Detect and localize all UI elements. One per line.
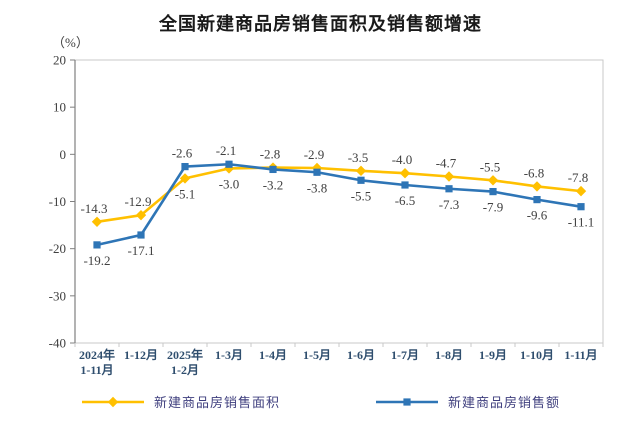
- y-axis-tick-label: -30: [49, 288, 66, 303]
- series-marker-diamond: [91, 216, 103, 227]
- x-axis-category-label: 1-7月: [391, 348, 419, 362]
- x-axis-category-label: 1-5月: [303, 348, 331, 362]
- series-marker-diamond: [223, 163, 235, 174]
- series-marker-square: [137, 231, 145, 239]
- series-line-1: [96, 162, 582, 247]
- data-label: -2.8: [260, 147, 281, 162]
- data-label: -19.2: [83, 253, 110, 268]
- series-marker-square: [445, 185, 453, 193]
- series-marker-square: [533, 196, 541, 204]
- data-label: -4.0: [392, 152, 413, 167]
- data-label: -5.5: [480, 159, 501, 174]
- series-marker-square: [181, 162, 189, 171]
- x-axis-category-label: 1-6月: [347, 348, 375, 362]
- series-marker-square: [225, 160, 233, 168]
- y-axis-tick-label: 10: [53, 100, 66, 115]
- x-axis-category-label: 1-4月: [259, 348, 287, 362]
- legend-item-sales-area: 新建商品房销售面积: [81, 392, 280, 411]
- sales-area-series-swatch: [81, 396, 144, 407]
- data-label: -5.1: [175, 186, 196, 201]
- data-label: -12.9: [124, 194, 151, 209]
- x-axis-category-label: 1-12月: [124, 348, 158, 362]
- data-label: -3.2: [263, 177, 284, 192]
- series-marker-diamond: [531, 181, 543, 192]
- x-axis-category-label: 1-2月: [171, 363, 199, 377]
- legend-label-sales-amount: 新建商品房销售额: [448, 395, 561, 410]
- y-axis-tick-label: -20: [49, 241, 66, 256]
- data-label: -9.6: [527, 208, 548, 223]
- data-label: -6.8: [524, 165, 545, 180]
- series-marker-diamond: [399, 168, 411, 179]
- chart-title: 全国新建商品房销售面积及销售额增速: [159, 14, 482, 34]
- y-axis-tick-label: 0: [60, 147, 67, 162]
- data-label: -11.1: [568, 215, 595, 230]
- x-axis-category-label: 1-11月: [80, 363, 113, 377]
- x-axis-category-label: 1-10月: [520, 348, 554, 362]
- y-axis-tick-label: -10: [49, 194, 66, 209]
- series-marker-diamond: [487, 175, 499, 186]
- x-axis-category-label: 1-8月: [435, 348, 463, 362]
- series-marker-diamond: [355, 165, 367, 177]
- data-label: -7.9: [483, 200, 504, 215]
- y-axis-unit-label: （%）: [52, 35, 89, 50]
- series-marker-square: [577, 203, 585, 211]
- data-label: -5.5: [351, 188, 372, 203]
- legend-label-sales-area: 新建商品房销售面积: [153, 395, 280, 410]
- legend-item-sales-amount: 新建商品房销售额: [375, 392, 560, 411]
- y-axis-tick-label: 20: [53, 53, 66, 68]
- data-label: -7.3: [439, 197, 460, 212]
- sales-amount-series-swatch: [376, 397, 438, 406]
- data-label: -3.8: [307, 180, 328, 195]
- data-label: -2.1: [216, 143, 237, 158]
- data-label: -3.5: [348, 150, 369, 165]
- x-axis-category-label: 2024年: [79, 347, 115, 362]
- series-marker-square: [93, 241, 101, 249]
- x-axis-category-label: 1-3月: [215, 348, 243, 362]
- x-axis-category-label: 1-11月: [564, 348, 597, 362]
- series-marker-diamond: [135, 209, 147, 221]
- data-label: -14.3: [80, 201, 107, 216]
- series-marker-diamond: [179, 173, 191, 184]
- x-axis-category-label: 2025年: [167, 347, 203, 362]
- data-label: -7.8: [568, 170, 589, 185]
- legend: 新建商品房销售面积 新建商品房销售额: [0, 392, 641, 411]
- data-label: -17.1: [127, 243, 154, 258]
- legend-marker-diamond: [107, 396, 119, 407]
- y-axis-tick-label: -40: [49, 336, 66, 351]
- data-label: -3.0: [219, 176, 240, 191]
- x-axis-category-label: 1-9月: [479, 348, 507, 362]
- series-marker-square: [269, 165, 277, 174]
- series-marker-square: [489, 187, 497, 196]
- data-label: -2.9: [304, 147, 325, 162]
- legend-marker-square: [403, 397, 411, 406]
- series-line-0: [96, 166, 582, 224]
- data-label: -4.7: [436, 156, 457, 171]
- series-marker-diamond: [443, 171, 455, 182]
- series-marker-square: [357, 176, 365, 184]
- data-label: -6.5: [395, 193, 416, 208]
- series-marker-diamond: [575, 185, 587, 197]
- data-label: -2.6: [172, 146, 193, 161]
- series-marker-square: [313, 168, 321, 176]
- series-marker-square: [401, 181, 409, 189]
- plot-border: [74, 59, 604, 344]
